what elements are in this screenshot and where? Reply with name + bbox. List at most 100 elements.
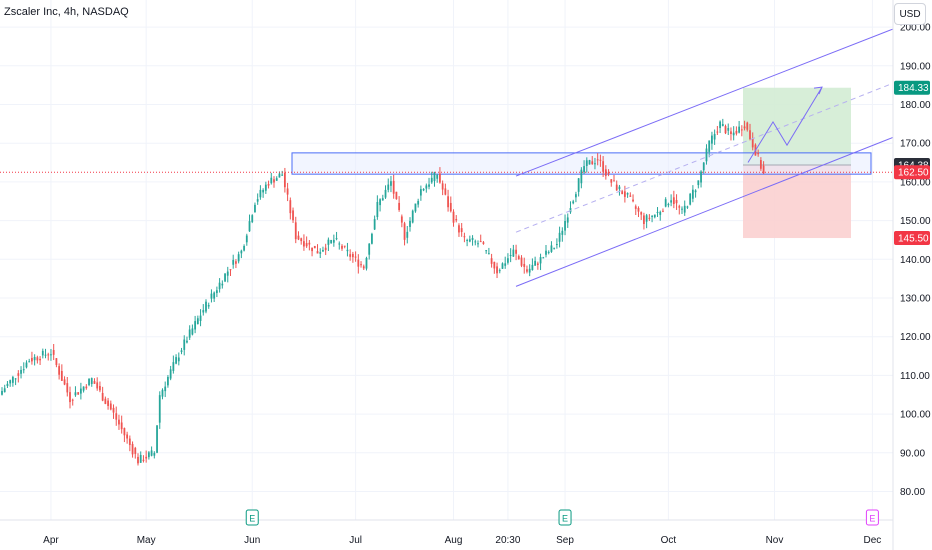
candle: [14, 378, 17, 386]
candle-body: [210, 293, 213, 299]
candle-body: [724, 126, 727, 134]
candle-body: [719, 121, 721, 129]
candle-body: [583, 166, 585, 173]
candle: [664, 197, 667, 208]
time-axis[interactable]: Apr May Jun Jul Aug 20:30 Sep Oct Nov Dec E E E: [0, 509, 893, 546]
candle-body: [292, 210, 294, 221]
candle: [583, 160, 585, 175]
candle: [229, 269, 232, 276]
candle: [474, 239, 477, 246]
candle: [678, 204, 681, 215]
candle: [44, 348, 47, 359]
candle: [109, 400, 112, 411]
candle: [175, 354, 177, 365]
candle: [455, 215, 458, 223]
candle-body: [528, 268, 531, 273]
candle-body: [286, 188, 289, 195]
candle-body: [28, 361, 31, 363]
candle: [708, 140, 711, 158]
candle: [289, 197, 292, 220]
candle-body: [177, 357, 180, 362]
candle: [604, 165, 607, 180]
candle: [493, 261, 496, 274]
candle: [69, 386, 71, 409]
candle-body: [504, 263, 507, 266]
y-tick-label: 140.00: [900, 255, 931, 266]
candle: [509, 248, 512, 263]
candle: [623, 185, 626, 203]
candle: [286, 182, 289, 202]
y-tick-label: 100.00: [900, 410, 931, 421]
earnings-event-marker[interactable]: E: [558, 509, 572, 526]
candle: [262, 188, 265, 198]
candle-body: [545, 250, 547, 255]
candle-body: [419, 189, 422, 196]
candle: [1, 387, 3, 396]
candle-body: [534, 260, 537, 266]
candle-body: [613, 180, 615, 182]
candle: [594, 157, 596, 170]
candle-body: [387, 184, 390, 190]
candle-body: [3, 388, 6, 393]
earnings-event-marker[interactable]: E: [245, 509, 259, 526]
candle-body: [330, 239, 333, 244]
candle-body: [156, 425, 158, 453]
candle-body: [112, 407, 115, 413]
x-tick-label: Apr: [43, 535, 59, 546]
candle: [267, 180, 270, 189]
candle: [164, 381, 167, 398]
candle-body: [735, 130, 738, 134]
candle: [727, 123, 730, 136]
candle: [735, 126, 738, 136]
x-tick-label: Jul: [349, 535, 362, 546]
candle-body: [664, 199, 667, 207]
candle: [311, 247, 313, 257]
candle: [517, 254, 520, 260]
candle: [167, 375, 169, 388]
candle-body: [50, 354, 52, 356]
candle: [762, 161, 765, 174]
candle: [39, 356, 41, 365]
candle: [33, 354, 36, 366]
candle-body: [202, 310, 205, 313]
price-axis[interactable]: 80.00 90.00 100.00 110.00 120.00 130.00 140.00…: [892, 0, 931, 550]
candle: [194, 315, 197, 334]
candle-body: [362, 266, 365, 269]
candle-body: [58, 366, 61, 375]
earnings-event-marker[interactable]: E: [865, 509, 879, 526]
candle: [613, 174, 615, 182]
candle-body: [36, 357, 39, 361]
candle-body: [308, 242, 311, 245]
candle: [686, 205, 689, 209]
candle: [577, 177, 580, 197]
candle-body: [207, 305, 210, 307]
candle: [248, 214, 251, 232]
currency-button[interactable]: USD: [894, 3, 926, 25]
candle: [118, 414, 120, 430]
candle: [672, 190, 675, 209]
candle: [379, 198, 381, 212]
candle: [3, 384, 6, 393]
candle-body: [670, 200, 673, 203]
candle: [330, 239, 333, 244]
candle-body: [498, 270, 501, 272]
candle: [490, 253, 493, 268]
candle-body: [705, 148, 708, 162]
candle-body: [694, 190, 697, 193]
candle-body: [433, 172, 436, 181]
candle-body: [158, 395, 161, 423]
candle: [376, 195, 379, 220]
candle: [207, 302, 210, 309]
candle: [52, 344, 55, 361]
candle-body: [85, 386, 88, 389]
candle-body: [621, 191, 624, 195]
candle: [436, 174, 439, 183]
candle-body: [147, 452, 150, 458]
stop-zone: [743, 164, 851, 239]
candle: [79, 382, 82, 400]
candle: [585, 157, 588, 173]
candle-body: [751, 138, 754, 148]
candle-body: [297, 235, 300, 240]
